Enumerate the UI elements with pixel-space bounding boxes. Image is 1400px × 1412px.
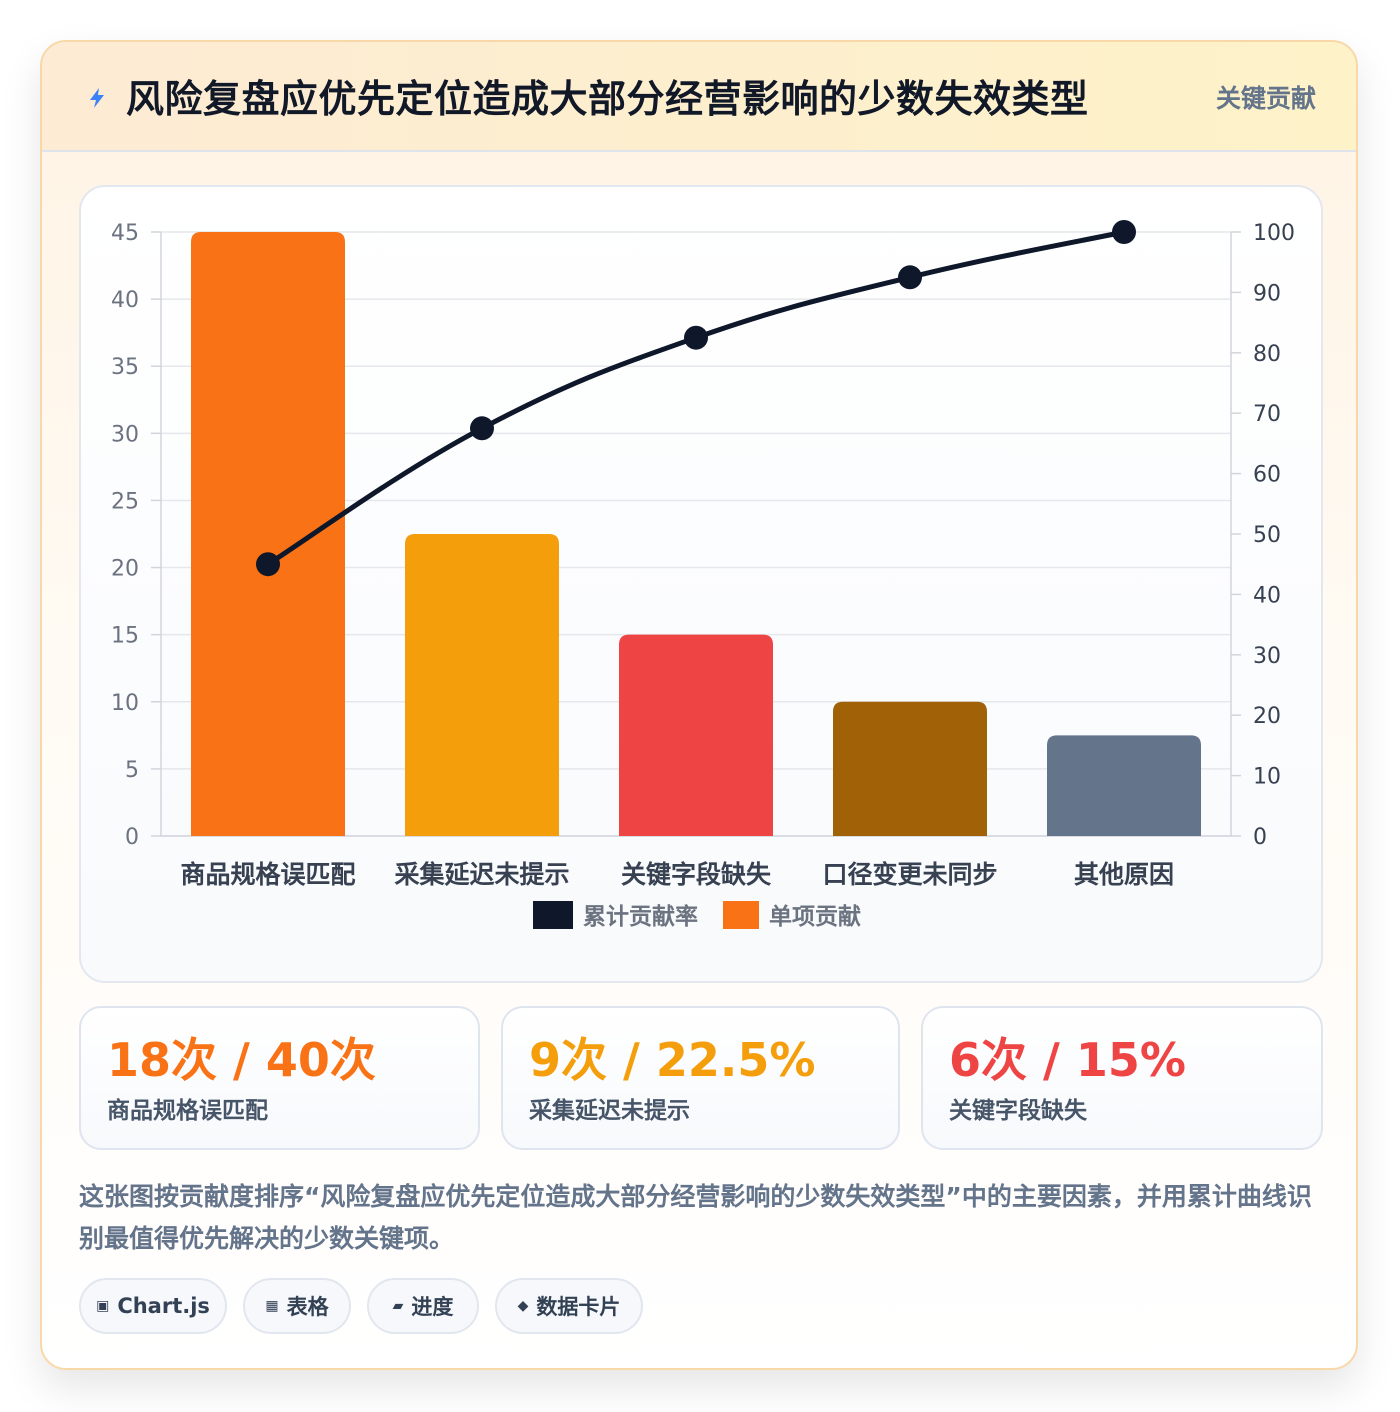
header-tag: 关键贡献 [1215, 84, 1316, 113]
chip-label: Chart.js [117, 1294, 210, 1318]
y-left-tick-label: 35 [111, 355, 139, 380]
y-right-tick-label: 60 [1253, 463, 1281, 488]
y-left-tick-label: 5 [125, 758, 139, 783]
y-right-tick-label: 20 [1253, 704, 1281, 729]
y-right-tick-label: 10 [1253, 765, 1281, 790]
y-left-tick-label: 30 [111, 422, 139, 447]
chip-label: 数据卡片 [536, 1295, 621, 1319]
chip-label: 表格 [286, 1295, 329, 1319]
cumulative-point [898, 265, 922, 290]
x-tick-label: 商品规格误匹配 [180, 860, 355, 889]
card-header: 风险复盘应优先定位造成大部分经营影响的少数失效类型 关键贡献 [42, 42, 1356, 152]
y-left-tick-label: 40 [111, 288, 139, 313]
x-tick-label: 采集延迟未提示 [394, 860, 569, 889]
y-left-tick-label: 25 [111, 489, 139, 514]
y-right-tick-label: 30 [1253, 644, 1281, 669]
stat-label: 商品规格误匹配 [107, 1098, 268, 1124]
legend-label: 单项贡献 [769, 904, 861, 930]
stat-card-3: 6次 / 15% 关键字段缺失 [921, 1006, 1323, 1150]
y-right-tick-label: 100 [1253, 221, 1295, 246]
chip-progress[interactable]: ▰ 进度 [367, 1278, 479, 1334]
y-left-tick-label: 15 [111, 624, 139, 649]
page-title: 风险复盘应优先定位造成大部分经营影响的少数失效类型 [126, 77, 1089, 121]
x-tick-label: 口径变更未同步 [822, 860, 997, 889]
cumulative-point [256, 552, 280, 577]
bar [405, 534, 559, 836]
chip-chartjs[interactable]: ▣ Chart.js [79, 1278, 227, 1334]
bar [1047, 735, 1201, 836]
cumulative-point [470, 416, 494, 441]
chip-label: 进度 [411, 1295, 454, 1319]
bar [191, 232, 345, 836]
pareto-chart: 0 5 10 15 20 25 30 35 40 45 0 10 20 30 40 50 60 70 80 90 100… [111, 220, 1295, 930]
y-left-tick-label: 45 [111, 221, 139, 246]
lightning-icon [90, 88, 104, 108]
y-right-tick-label: 70 [1253, 402, 1281, 427]
y-right-tick-label: 0 [1253, 825, 1267, 850]
stat-label: 采集延迟未提示 [529, 1098, 690, 1124]
chip-data-card[interactable]: ◆ 数据卡片 [495, 1278, 643, 1334]
y-left-tick-label: 20 [111, 557, 139, 582]
bar [833, 701, 987, 836]
stat-value: 18次 / 40次 [107, 1033, 376, 1087]
cumulative-line [265, 229, 1127, 567]
stat-label: 关键字段缺失 [949, 1098, 1087, 1124]
chip-table[interactable]: ▦ 表格 [243, 1278, 351, 1334]
legend-label: 累计贡献率 [583, 903, 698, 930]
y-right-tick-label: 90 [1253, 281, 1281, 306]
stat-card-2: 9次 / 22.5% 采集延迟未提示 [501, 1006, 900, 1150]
stat-card-1: 18次 / 40次 商品规格误匹配 [79, 1006, 480, 1150]
x-tick-label: 关键字段缺失 [621, 860, 772, 889]
y-right-tick-label: 50 [1253, 523, 1281, 548]
chart-icon: ▣ [96, 1298, 110, 1314]
stat-value: 9次 / 22.5% [529, 1033, 816, 1087]
table-icon: ▦ [265, 1298, 279, 1314]
cumulative-point [1112, 220, 1136, 244]
y-left-tick-label: 0 [125, 825, 139, 850]
stat-value: 6次 / 15% [949, 1033, 1186, 1087]
chart-card: 风险复盘应优先定位造成大部分经营影响的少数失效类型 关键贡献 0 5 10 15 20 2… [40, 40, 1358, 1370]
progress-icon: ▰ [392, 1298, 404, 1314]
card-icon: ◆ [517, 1298, 529, 1314]
chart-panel: 0 5 10 15 20 25 30 35 40 45 0 10 20 30 40 50 60 70 80 90 100… [79, 185, 1323, 983]
y-left-tick-label: 10 [111, 691, 139, 716]
legend-swatch [533, 901, 573, 929]
cumulative-point [684, 325, 708, 350]
y-right-tick-label: 40 [1253, 583, 1281, 608]
legend-swatch [723, 901, 759, 929]
chart-description: 这张图按贡献度排序“风险复盘应优先定位造成大部分经营影响的少数失效类型”中的主要… [79, 1182, 1312, 1253]
bar [619, 634, 773, 836]
y-right-tick-label: 80 [1253, 342, 1281, 367]
x-tick-label: 其他原因 [1074, 860, 1174, 889]
